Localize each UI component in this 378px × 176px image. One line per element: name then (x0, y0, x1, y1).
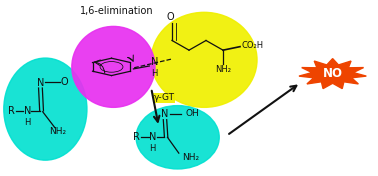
Polygon shape (299, 59, 366, 89)
Ellipse shape (151, 12, 257, 107)
Text: H: H (149, 144, 155, 153)
Text: N: N (37, 78, 44, 88)
Text: γ-GT: γ-GT (154, 93, 175, 102)
Text: CO₂H: CO₂H (242, 41, 264, 50)
Ellipse shape (72, 26, 155, 107)
Text: NH₂: NH₂ (215, 65, 231, 74)
Text: O: O (166, 12, 174, 22)
Text: NO: NO (323, 67, 342, 80)
Text: H: H (151, 69, 157, 78)
Text: R: R (133, 132, 139, 142)
Ellipse shape (136, 106, 219, 169)
Text: NH₂: NH₂ (49, 127, 67, 137)
Text: H: H (24, 118, 30, 127)
Text: N: N (161, 109, 169, 119)
Text: N: N (150, 58, 158, 67)
Text: N: N (149, 132, 156, 142)
Text: R: R (8, 106, 15, 116)
Text: OH: OH (185, 109, 199, 118)
Text: NH₂: NH₂ (183, 153, 200, 162)
Ellipse shape (4, 58, 87, 160)
Text: 1,6-elimination: 1,6-elimination (81, 6, 154, 15)
Text: O: O (60, 77, 68, 87)
Text: N: N (23, 106, 31, 116)
